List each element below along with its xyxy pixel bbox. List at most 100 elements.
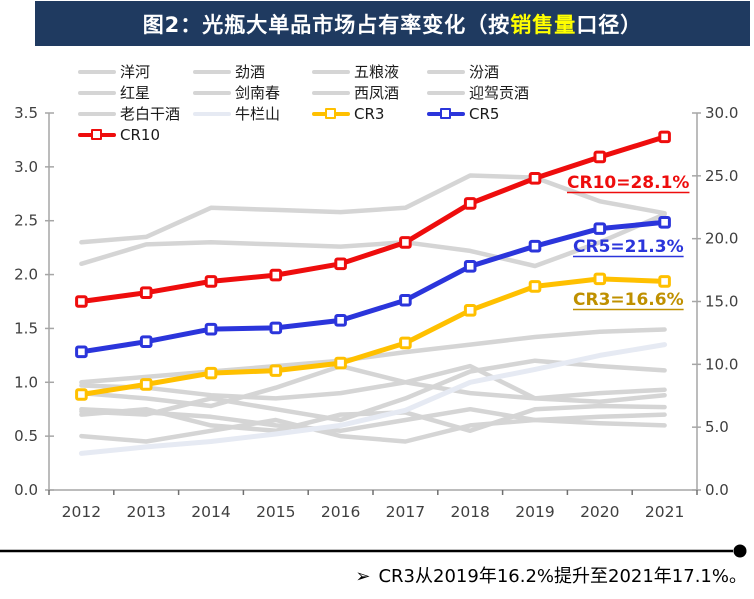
series-cr10-marker — [399, 236, 412, 249]
title-bar: 图2：光瓶大单品市场占有率变化（按 销售量 口径） — [35, 1, 750, 46]
series-cr3-marker — [139, 378, 153, 391]
x-tick-label: 2016 — [321, 503, 360, 521]
bottom-rule-dot — [733, 544, 747, 558]
series-cr5-marker — [334, 314, 347, 327]
series-cr5-marker — [399, 293, 412, 307]
x-tick-label: 2013 — [126, 503, 165, 521]
series-cr3-marker — [528, 280, 542, 293]
x-tick-label: 2021 — [645, 503, 684, 521]
legend-label-jiannanchun: 剑南春 — [235, 84, 281, 102]
legend-swatch-yingjiagongjiu-icon — [427, 90, 465, 95]
legend-marker-cr10-icon — [91, 128, 102, 140]
y-left-tick-label: 3.5 — [14, 104, 38, 122]
legend-swatch-cr5-icon — [427, 107, 465, 119]
series-cr10-marker — [463, 197, 477, 210]
series-cr3-line — [78, 276, 668, 397]
series-cr5-marker — [139, 335, 153, 349]
series-cr10-marker — [269, 268, 283, 282]
series-cr10-marker — [334, 257, 347, 271]
series-cr3-marker — [334, 356, 347, 370]
legend-label-niulanshan: 牛栏山 — [235, 105, 281, 123]
series-cr3-marker — [75, 388, 88, 401]
series-cr3-marker — [269, 364, 283, 377]
x-tick-label: 2015 — [256, 503, 295, 521]
series-cr5-marker — [593, 222, 607, 235]
series-cr5-marker — [463, 260, 477, 273]
legend-item-laobaiganjiu: 老白干酒 — [78, 103, 193, 124]
series-fenjiu-line — [79, 380, 667, 401]
series-xifengjiu-line — [79, 403, 667, 434]
legend-item-fenjiu: 汾酒 — [427, 61, 587, 82]
title-prefix: 图2：光瓶大单品市场占有率变化（按 — [142, 12, 511, 37]
series-cr10-marker — [658, 130, 671, 144]
footnote-text: CR3从2019年16.2%提升至2021年17.1%。 — [378, 566, 747, 587]
y-right-tick-label: 25.0 — [705, 167, 738, 185]
y-left-tick-label: 3.0 — [14, 158, 38, 176]
series-cr5-marker — [204, 322, 218, 336]
legend-label-yanghe: 洋河 — [120, 63, 151, 81]
legend-item-cr3: CR3 — [312, 103, 427, 124]
legend-label-cr3: CR3 — [354, 104, 385, 123]
series-yingjiagongjiu-line — [79, 412, 667, 444]
legend-item-jiannanchun: 剑南春 — [193, 82, 312, 103]
series-jingjiu-line — [79, 212, 667, 269]
series-cr5-marker — [75, 345, 88, 359]
legend-swatch-yanghe-icon — [78, 69, 116, 74]
series-cr3-marker — [399, 336, 412, 350]
legend-item-yingjiagongjiu: 迎驾贡酒 — [427, 82, 587, 103]
footnote: ➢ CR3从2019年16.2%提升至2021年17.1%。 — [355, 562, 747, 588]
legend-item-wuliangye: 五粮液 — [312, 61, 427, 82]
series-cr3-marker — [463, 303, 477, 317]
series-hongxing-line — [79, 363, 667, 409]
legend-swatch-hongxing-icon — [78, 90, 116, 95]
y-left-tick-label: 0.0 — [14, 481, 38, 499]
series-cr10-marker — [528, 172, 542, 185]
legend-label-wuliangye: 五粮液 — [354, 63, 400, 81]
legend-marker-cr3-icon — [325, 107, 336, 119]
legend-item-hongxing: 红星 — [78, 82, 193, 103]
legend-swatch-jingjiu-icon — [193, 69, 231, 74]
legend-swatch-jiannanchun-icon — [193, 90, 231, 95]
y-right-tick-label: 30.0 — [705, 104, 738, 122]
legend-item-yanghe: 洋河 — [78, 61, 193, 82]
y-right-tick-label: 5.0 — [705, 418, 729, 436]
x-tick-label: 2019 — [515, 503, 554, 521]
annotation-cr10: CR10=28.1% — [567, 173, 689, 193]
legend-swatch-laobaiganjiu-icon — [78, 111, 116, 116]
legend-label-jingjiu: 劲酒 — [235, 63, 266, 81]
legend-swatch-cr3-icon — [312, 107, 350, 119]
annotation-cr3: CR3=16.6% — [573, 290, 684, 310]
y-right-tick-label: 20.0 — [705, 230, 738, 248]
x-tick-label: 2014 — [191, 503, 230, 521]
y-left-tick-label: 1.5 — [14, 319, 38, 337]
y-right-tick-label: 15.0 — [705, 293, 738, 311]
chart-legend: 洋河 劲酒 五粮液 汾酒红星 剑南春 西凤酒 迎驾贡酒老白干酒 牛栏山 CR3 CR5 CR10 — [78, 61, 698, 145]
legend-label-fenjiu: 汾酒 — [469, 63, 500, 81]
series-yanghe-line — [79, 173, 667, 245]
series-cr5-marker — [269, 321, 283, 335]
legend-item-niulanshan: 牛栏山 — [193, 103, 312, 124]
legend-item-cr10: CR10 — [78, 124, 193, 145]
legend-label-yingjiagongjiu: 迎驾贡酒 — [469, 84, 530, 102]
series-cr10-marker — [75, 295, 88, 308]
legend-item-cr5: CR5 — [427, 103, 587, 124]
y-right-tick-label: 0.0 — [705, 481, 729, 499]
legend-swatch-wuliangye-icon — [312, 69, 350, 74]
series-cr3-marker — [593, 272, 607, 286]
legend-item-jingjiu: 劲酒 — [193, 61, 312, 82]
series-cr5-marker — [528, 239, 542, 253]
series-wuliangye-line — [79, 327, 667, 385]
series-cr3-marker — [204, 366, 218, 380]
y-left-tick-label: 0.5 — [14, 427, 38, 445]
annotation-cr5: CR5=21.3% — [573, 237, 684, 257]
legend-label-hongxing: 红星 — [120, 84, 151, 102]
legend-item-xifengjiu: 西凤酒 — [312, 82, 427, 103]
title-suffix: 口径） — [576, 12, 643, 37]
legend-label-xifengjiu: 西凤酒 — [354, 84, 400, 102]
legend-marker-cr5-icon — [440, 107, 451, 119]
series-cr5-line — [78, 219, 668, 355]
series-cr3-marker — [658, 275, 671, 288]
series-cr5-marker — [658, 216, 671, 229]
